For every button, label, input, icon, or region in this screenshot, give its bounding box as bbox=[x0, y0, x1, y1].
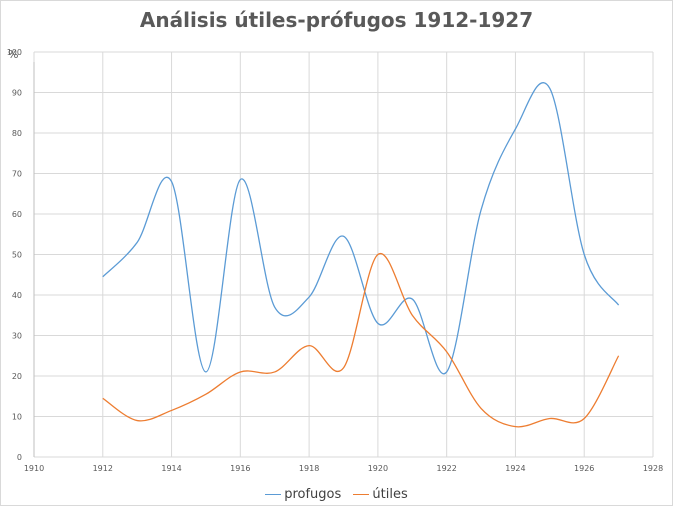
series-line-utiles bbox=[102, 252, 620, 428]
x-tick-label: 1918 bbox=[299, 464, 319, 473]
gridlines bbox=[33, 51, 654, 458]
y-tick-label: 100 bbox=[7, 48, 22, 57]
y-axis-unit: % bbox=[8, 48, 18, 61]
y-tick-label: 70 bbox=[12, 170, 22, 179]
x-tick-label: 1912 bbox=[93, 464, 113, 473]
y-tick-label: 60 bbox=[12, 210, 22, 219]
x-tick-label: 1928 bbox=[643, 464, 663, 473]
legend-swatch-profugos bbox=[265, 494, 282, 495]
x-tick-label: 1910 bbox=[24, 464, 44, 473]
x-tick-label: 1924 bbox=[505, 464, 525, 473]
legend: profugos útiles bbox=[0, 484, 673, 502]
series-lines bbox=[102, 82, 620, 428]
y-tick-label: 30 bbox=[12, 332, 22, 341]
x-axis-ticks: 1910 1912 1914 1916 1918 1920 1922 1924 1926 1928 bbox=[24, 464, 663, 473]
legend-item-profugos: profugos bbox=[265, 487, 341, 502]
series-line-profugos bbox=[102, 82, 620, 375]
x-tick-label: 1916 bbox=[230, 464, 250, 473]
x-tick-label: 1920 bbox=[368, 464, 388, 473]
y-tick-label: 20 bbox=[12, 372, 22, 381]
legend-label-profugos: profugos bbox=[284, 487, 342, 502]
legend-item-utiles: útiles bbox=[353, 487, 408, 502]
y-tick-label: 90 bbox=[12, 89, 22, 98]
y-tick-label: 40 bbox=[12, 291, 22, 300]
x-tick-label: 1914 bbox=[161, 464, 181, 473]
chart-title: Análisis útiles-prófugos 1912-1927 bbox=[139, 8, 534, 32]
y-axis-ticks: 0 10 20 30 40 50 60 70 80 90 100 bbox=[7, 48, 22, 462]
y-tick-label: 50 bbox=[12, 251, 22, 260]
x-tick-label: 1922 bbox=[436, 464, 456, 473]
y-tick-label: 0 bbox=[17, 453, 22, 462]
legend-swatch-utiles bbox=[353, 494, 370, 495]
y-tick-label: 80 bbox=[12, 129, 22, 138]
legend-label-utiles: útiles bbox=[372, 487, 408, 502]
x-tick-label: 1926 bbox=[574, 464, 594, 473]
y-tick-label: 10 bbox=[12, 413, 22, 422]
